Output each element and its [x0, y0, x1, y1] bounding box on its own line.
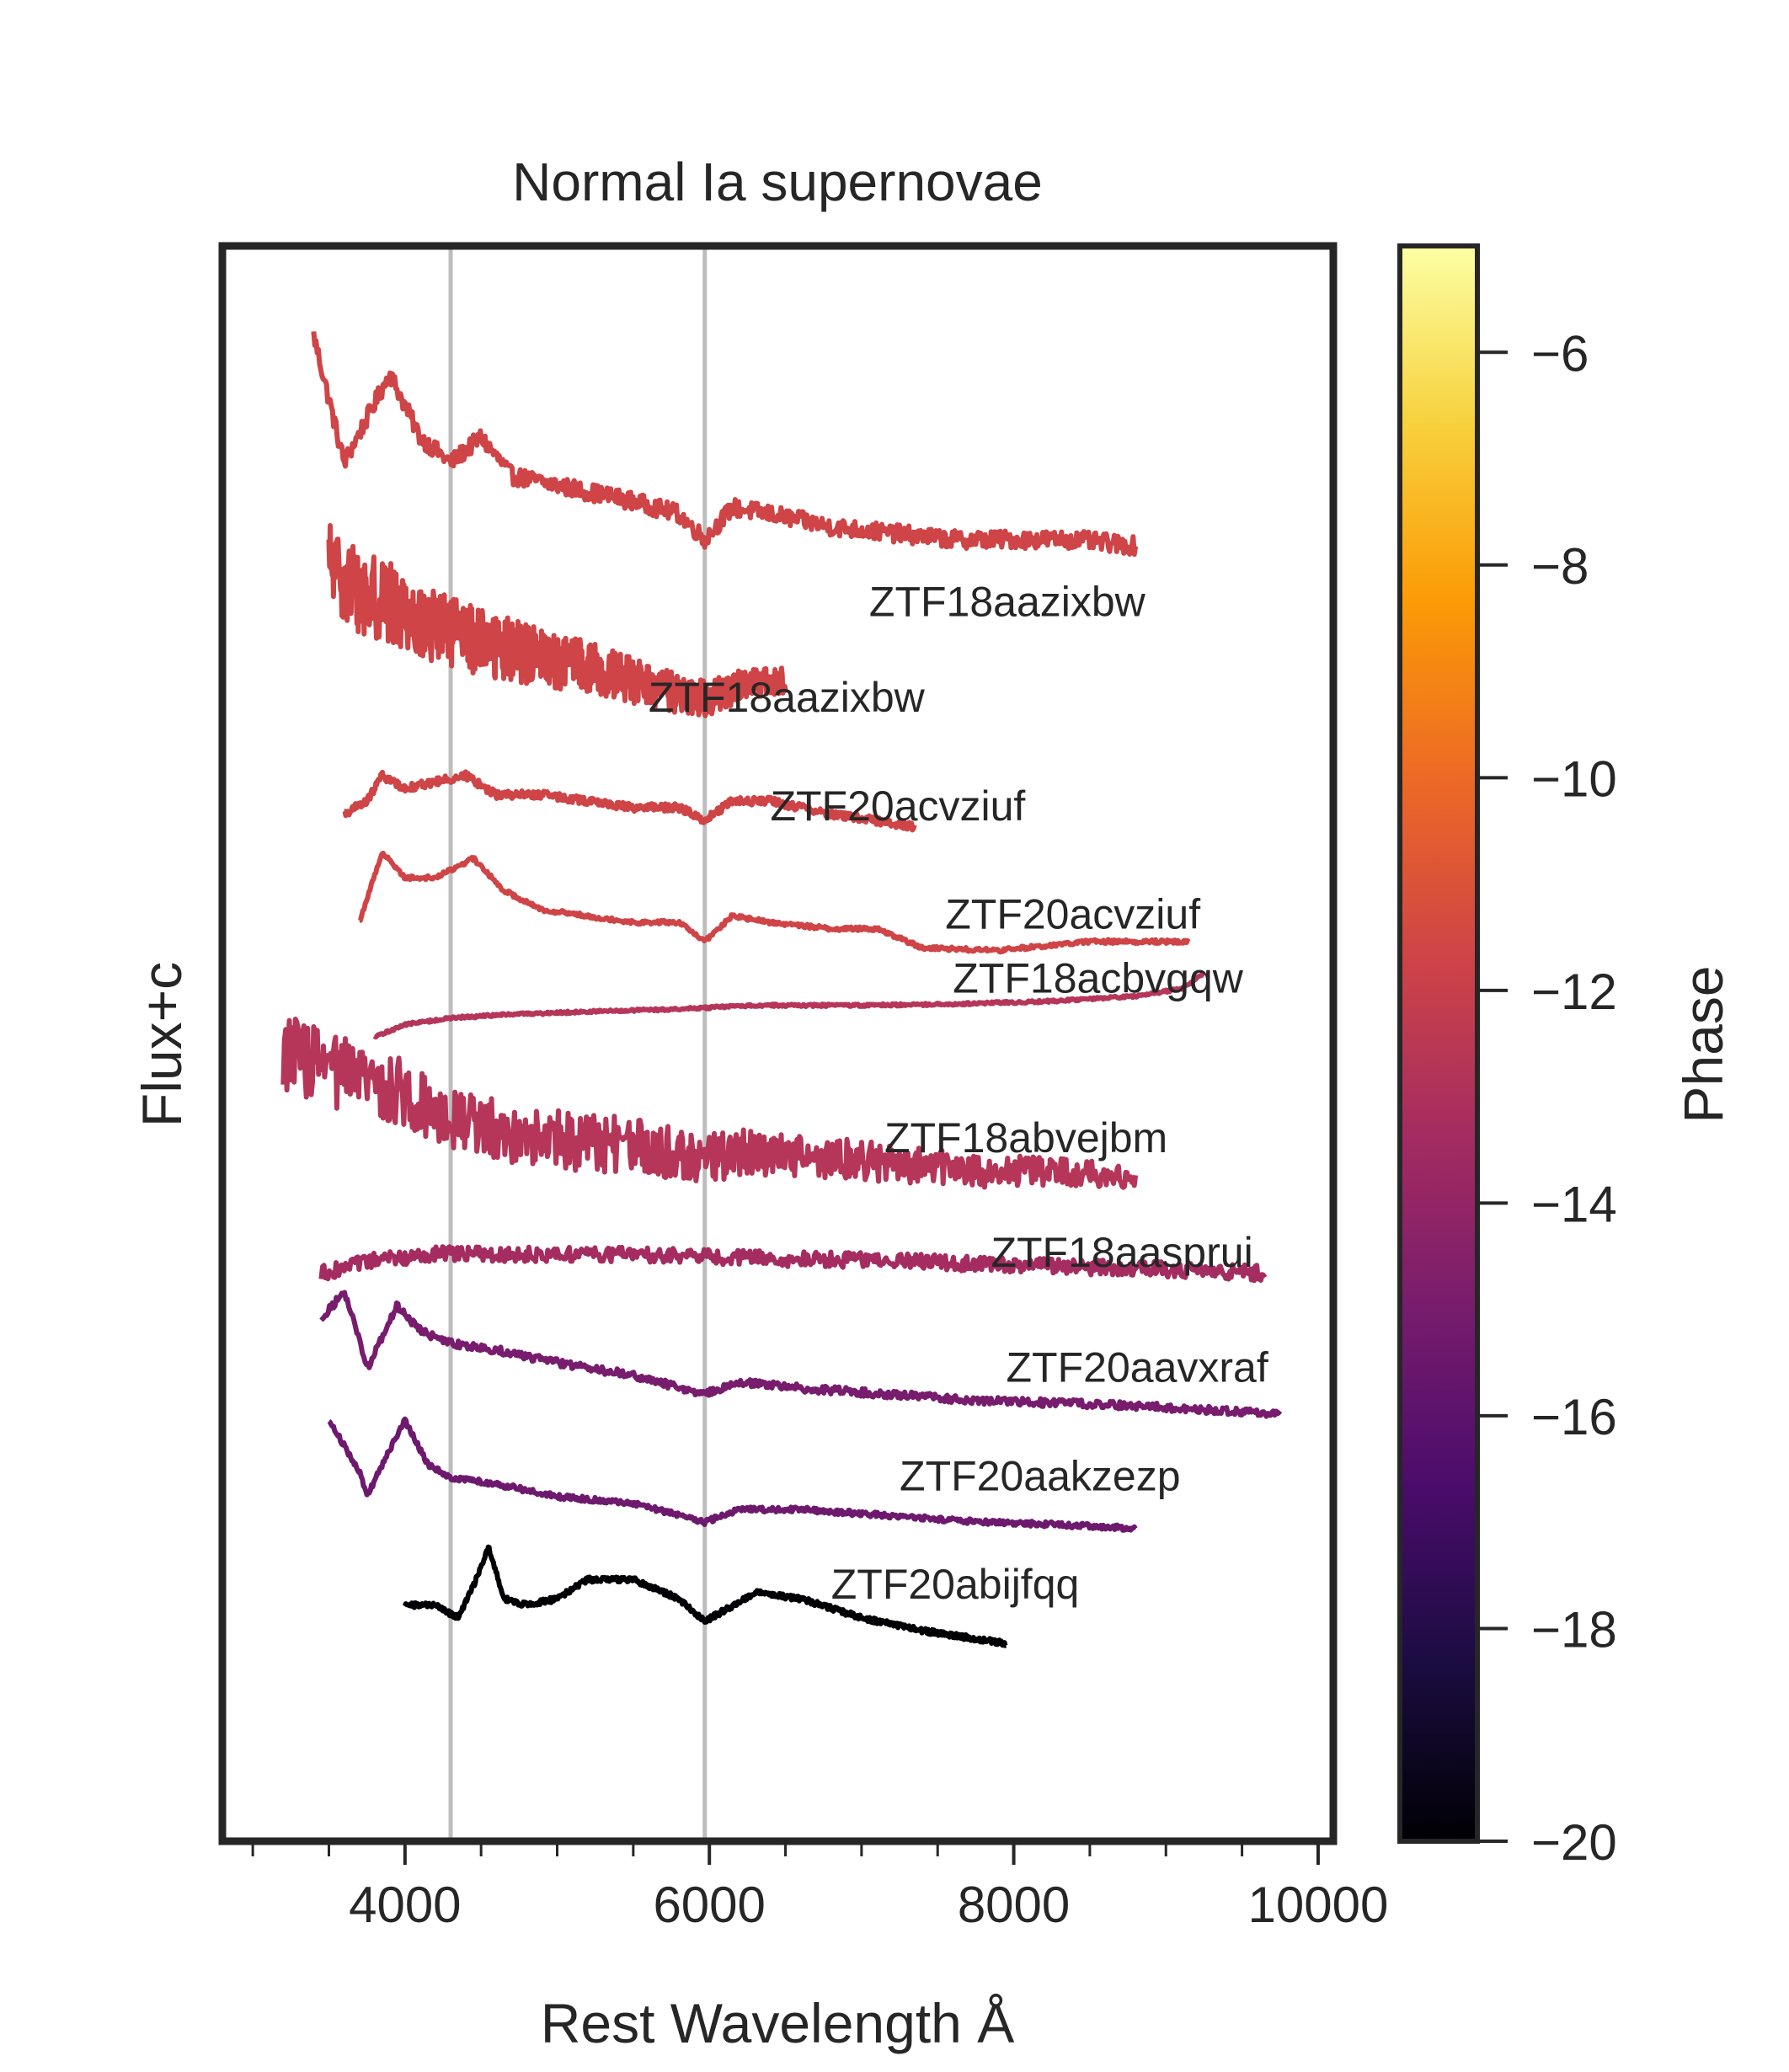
x-tick-label: 8000 [958, 1877, 1070, 1933]
colorbar-tick-label: −10 [1531, 750, 1617, 807]
x-tick-label: 10000 [1248, 1877, 1389, 1933]
series-label: ZTF18acbvgqw [953, 954, 1243, 1001]
colorbar-gradient [1400, 246, 1477, 1841]
series-label: ZTF18aasprui [991, 1229, 1252, 1276]
chart-title: Normal Ia supernovae [512, 152, 1043, 212]
series-label: ZTF20aakzezp [900, 1452, 1180, 1499]
series-label: ZTF20abijfqq [831, 1561, 1080, 1608]
colorbar: −6 −8 −10 −12 −14 −16 −18 −20 Phase [1397, 243, 1734, 1871]
colorbar-label: Phase [1672, 965, 1734, 1123]
plot-background [222, 246, 1333, 1841]
series-line [311, 331, 1139, 558]
colorbar-tick-label: −8 [1531, 538, 1589, 595]
series-line [327, 1416, 1138, 1533]
colorbar-tick-label: −18 [1531, 1601, 1617, 1658]
colorbar-tick-label: −16 [1531, 1389, 1617, 1445]
colorbar-frame [1397, 243, 1480, 1844]
colorbar-ticks: −6 −8 −10 −12 −14 −16 −18 −20 [1477, 325, 1617, 1871]
x-axis-label: Rest Wavelength Å [541, 1992, 1014, 2054]
x-axis: 4000 6000 8000 10000 [251, 1845, 1389, 1933]
y-axis-label: Flux+c [131, 962, 193, 1127]
series-line [280, 1017, 1139, 1190]
series-label: ZTF18abvejbm [884, 1114, 1167, 1161]
series-line [326, 523, 788, 718]
series-line [372, 969, 1206, 1040]
plot-area: ZTF18aazixbw ZTF18aazixbw ZTF20acvziuf ZTF2… [218, 242, 1338, 1845]
series-line [318, 1244, 1268, 1284]
series-line [342, 769, 917, 833]
series-layer [280, 331, 1283, 1648]
colorbar-tick-label: −12 [1531, 964, 1617, 1020]
series-label: ZTF18aazixbw [869, 578, 1146, 625]
series-label: ZTF20acvziuf [770, 782, 1025, 830]
series-labels: ZTF18aazixbw ZTF18aazixbw ZTF20acvziuf ZTF2… [649, 578, 1268, 1608]
series-label: ZTF20acvziuf [945, 891, 1200, 938]
reference-lines [448, 246, 708, 1841]
colorbar-tick-label: −20 [1531, 1814, 1617, 1871]
colorbar-tick-label: −6 [1531, 325, 1589, 382]
colorbar-tick-label: −14 [1531, 1176, 1617, 1232]
series-line [319, 1290, 1283, 1419]
series-label: ZTF18aazixbw [649, 674, 926, 721]
plot-frame [218, 242, 1338, 1845]
series-line [402, 1544, 1008, 1648]
series-label: ZTF20aavxraf [1007, 1344, 1268, 1391]
x-tick-label: 4000 [349, 1877, 461, 1933]
x-tick-label: 6000 [653, 1877, 765, 1933]
series-line [358, 851, 1191, 955]
